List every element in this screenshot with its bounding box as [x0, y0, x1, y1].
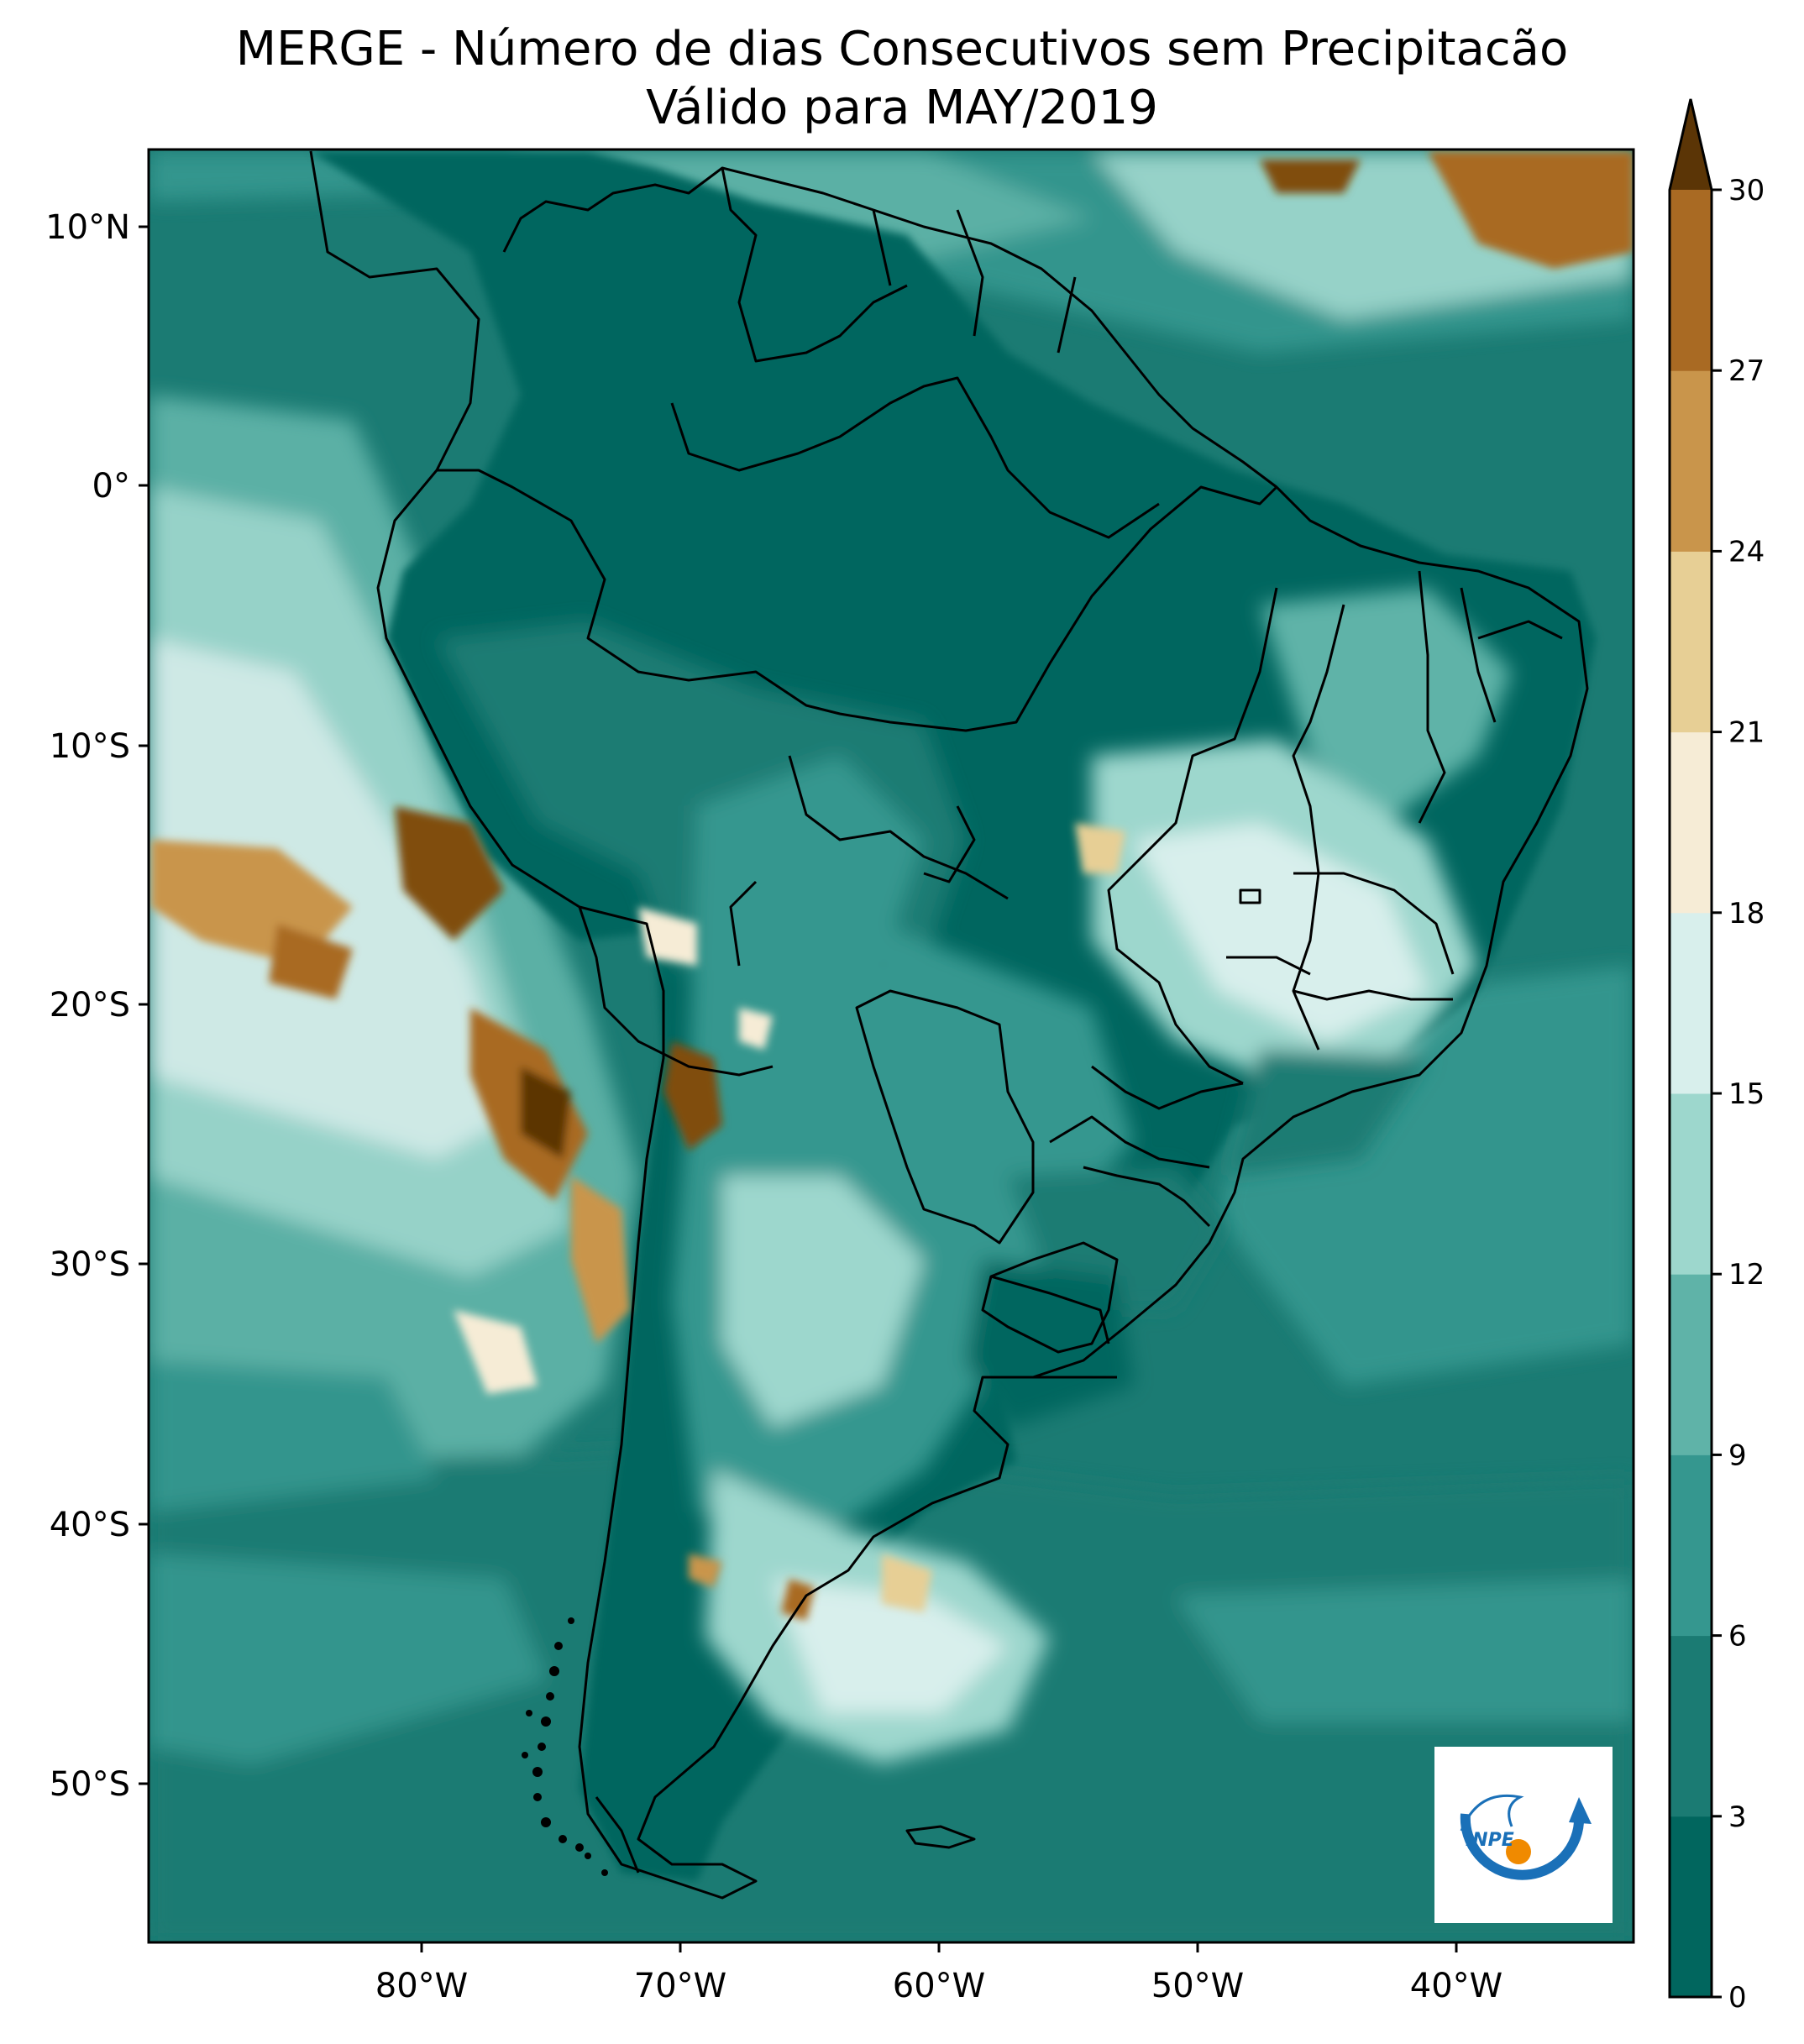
colorbar-tick-label: 24: [1728, 535, 1765, 569]
colorbar-segment: [1670, 1274, 1712, 1455]
colorbar-tick-label: 27: [1728, 354, 1765, 388]
colorbar-segment: [1670, 912, 1712, 1094]
colorbar-segment: [1670, 1635, 1712, 1817]
colorbar-tick-label: 3: [1728, 1800, 1747, 1834]
logo-text: INPE: [1466, 1830, 1514, 1851]
map-subtitle: Válido para MAY/2019: [646, 81, 1158, 135]
colorbar-segment: [1670, 370, 1712, 552]
longitude-axis: 80°W 70°W 60°W 50°W 40°W: [375, 1942, 1502, 2005]
lat-tick-label: 40°S: [50, 1506, 130, 1544]
lat-tick-label: 20°S: [50, 986, 130, 1025]
colorbar: 0 3 6 9 12 15 18 21 24 27 30: [1668, 98, 1765, 2015]
inpe-logo: INPE: [1434, 1747, 1613, 1923]
colorbar-tick-label: 21: [1728, 716, 1765, 750]
lon-tick-label: 60°W: [893, 1967, 985, 2005]
colorbar-segment: [1670, 1093, 1712, 1275]
colorbar-tick-label: 30: [1728, 174, 1765, 207]
lat-tick-label: 0°: [92, 467, 130, 506]
colorbar-segment: [1670, 551, 1712, 733]
lon-tick-label: 50°W: [1151, 1967, 1244, 2005]
lat-tick-label: 30°S: [50, 1245, 130, 1284]
map-title: MERGE - Número de dias Consecutivos sem …: [235, 22, 1569, 76]
colorbar-tick-label: 18: [1728, 897, 1765, 930]
precipitation-map: INPE: [149, 149, 1634, 1942]
colorbar-tick-label: 0: [1728, 1981, 1747, 2015]
colorbar-segment: [1670, 1454, 1712, 1637]
lat-tick-label: 10°S: [50, 727, 130, 766]
colorbar-segment: [1670, 731, 1712, 914]
colorbar-segment: [1670, 190, 1712, 371]
colorbar-tick-label: 9: [1728, 1439, 1747, 1472]
colorbar-tick-label: 12: [1728, 1258, 1765, 1292]
colorbar-segment: [1670, 1816, 1712, 1998]
lon-tick-label: 80°W: [375, 1967, 468, 2005]
colorbar-tick-label: 6: [1728, 1620, 1747, 1654]
latitude-axis: 10°N 0° 10°S 20°S 30°S 40°S 50°S: [45, 208, 149, 1804]
colorbar-extend-max: [1670, 99, 1712, 190]
lon-tick-label: 40°W: [1410, 1967, 1502, 2005]
lat-tick-label: 50°S: [50, 1765, 130, 1804]
lat-tick-label: 10°N: [45, 208, 130, 247]
colorbar-outline: [1668, 98, 1713, 1999]
lon-tick-label: 70°W: [634, 1967, 726, 2005]
colorbar-tick-label: 15: [1728, 1077, 1765, 1111]
